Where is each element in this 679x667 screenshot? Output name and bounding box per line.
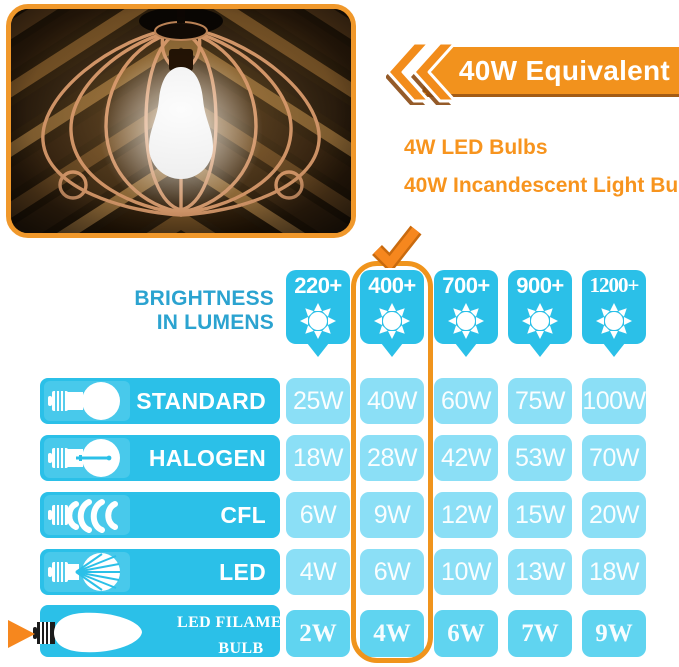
lumens-value: 700+ [442, 273, 490, 298]
lumens-value: 220+ [294, 273, 342, 298]
lumens-header-900: 900+ [508, 270, 572, 357]
cell-halogen-1200: 70W [582, 435, 646, 481]
cell-standard-1200: 100W [582, 378, 646, 424]
cell-led-1200: 18W [582, 549, 646, 595]
lumens-value: 900+ [516, 273, 564, 298]
equivalent-banner: 40W Equivalent [424, 47, 679, 94]
cell-standard-220: 25W [286, 378, 350, 424]
halogen-bulb-icon [48, 439, 120, 477]
led-filament-bulb-icon [33, 612, 142, 653]
cell-cfl-900: 15W [508, 492, 572, 538]
cell-cfl-220: 6W [286, 492, 350, 538]
bubble-tail [381, 343, 403, 357]
cell-halogen-900: 53W [508, 435, 572, 481]
checkmark-icon [372, 225, 422, 268]
cell-cfl-400: 9W [360, 492, 424, 538]
cell-cfl-700: 12W [434, 492, 498, 538]
row-halogen: HALOGEN [40, 435, 280, 481]
cell-halogen-700: 42W [434, 435, 498, 481]
brightness-label-line1: BRIGHTNESS [134, 287, 274, 310]
cell-led-220: 4W [286, 549, 350, 595]
cell-standard-900: 75W [508, 378, 572, 424]
cell-cfl-1200: 20W [582, 492, 646, 538]
sun-icon [374, 303, 410, 339]
standard-bulb-icon [48, 382, 120, 420]
cfl-bulb-icon [48, 499, 118, 533]
double-chevron-left-icon [386, 41, 457, 105]
cell-filament-900: 7W [508, 610, 572, 657]
bubble-tail [529, 343, 551, 357]
row-label: STANDARD [136, 387, 266, 414]
cell-halogen-220: 18W [286, 435, 350, 481]
row-standard: STANDARD [40, 378, 280, 424]
cell-filament-700: 6W [434, 610, 498, 657]
led-equivalent-text: 4W LED Bulbs [404, 136, 548, 159]
row-led-filament: LED FILAMENT BULB [33, 605, 305, 657]
cage-pendant-lamp-photo [6, 4, 356, 238]
lumens-header-700: 700+ [434, 270, 498, 357]
cell-led-900: 13W [508, 549, 572, 595]
sun-icon [596, 303, 632, 339]
sun-icon [522, 303, 558, 339]
cell-filament-1200: 9W [582, 610, 646, 657]
bubble-tail [307, 343, 329, 357]
lumens-header-1200: 1200+ [582, 270, 646, 357]
row-label: HALOGEN [148, 444, 266, 471]
bubble-tail [455, 343, 477, 357]
brightness-in-lumens-label: BRIGHTNESS IN LUMENS [126, 287, 274, 334]
brightness-label-line2: IN LUMENS [156, 310, 274, 334]
led-bulb-icon [48, 553, 120, 591]
cell-filament-220: 2W [286, 610, 350, 657]
bubble-tail [603, 343, 625, 357]
row-cfl: CFL [40, 492, 280, 538]
cell-standard-400: 40W [360, 378, 424, 424]
banner-title: 40W Equivalent [458, 54, 671, 86]
lamp-photo-illustration [11, 9, 351, 233]
row-label: LED FILAMENT BULB [177, 614, 305, 657]
cell-led-700: 10W [434, 549, 498, 595]
row-led: LED [40, 549, 280, 595]
cell-halogen-400: 28W [360, 435, 424, 481]
lumens-value: 1200+ [589, 273, 640, 297]
incandescent-equivalent-text: 40W Incandescent Light Bulbs [404, 174, 679, 197]
lumens-header-220: 220+ [286, 270, 350, 357]
sun-icon [300, 303, 336, 339]
right-arrow-icon [8, 620, 35, 648]
cell-led-400: 6W [360, 549, 424, 595]
cell-standard-700: 60W [434, 378, 498, 424]
row-label: LED [219, 558, 266, 585]
row-label: CFL [220, 501, 266, 528]
sun-icon [448, 303, 484, 339]
highlighted-column-outline [351, 261, 433, 663]
